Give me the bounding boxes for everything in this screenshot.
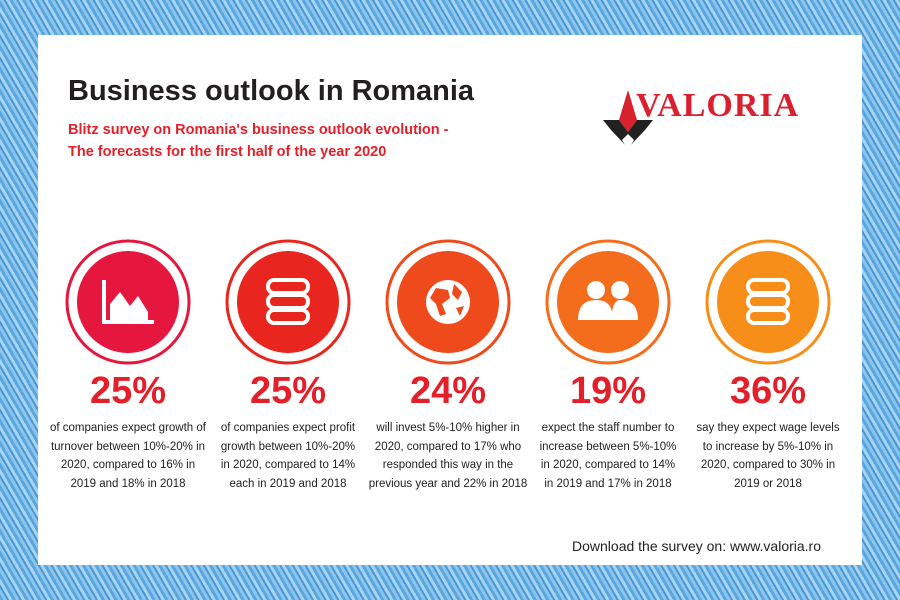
stat-description: expect the staff number to bbox=[541, 422, 675, 434]
stat-description: in 2020, compared to 14% bbox=[540, 459, 676, 471]
logo-mark bbox=[603, 90, 653, 150]
stat-icon bbox=[545, 239, 671, 365]
stat-description: will invest 5%-10% higher in bbox=[376, 422, 520, 434]
icon-disc bbox=[237, 251, 339, 353]
stat-value: 25% bbox=[249, 370, 327, 412]
icon-part bbox=[430, 284, 464, 316]
icon-ring bbox=[385, 239, 511, 365]
title: Business outlook in Romania bbox=[68, 75, 475, 107]
icon-ring bbox=[705, 239, 831, 365]
stat-description: turnover between 10%-20% in bbox=[50, 440, 206, 453]
icon-disc bbox=[77, 251, 179, 353]
stat-value: 25% bbox=[89, 370, 167, 412]
stat-icon bbox=[225, 239, 351, 365]
stat-description: to increase by 5%-10% in bbox=[702, 440, 834, 453]
logo-text: VALORIA bbox=[636, 87, 800, 124]
stat-description: 2019 and 18% in 2018 bbox=[70, 477, 186, 490]
icon-part bbox=[578, 300, 638, 320]
icon-disc bbox=[717, 251, 819, 353]
stat-description: 2020, compared to 17% who bbox=[374, 440, 522, 453]
stat-description: 2020, compared to 16% in bbox=[60, 459, 196, 471]
stat-value: 24% bbox=[409, 370, 487, 412]
stat-description: in 2020, compared to 14% bbox=[220, 459, 356, 471]
stat-description: growth between 10%-20% bbox=[220, 440, 356, 453]
icon-disc bbox=[557, 251, 659, 353]
stat-description: in 2019 and 17% in 2018 bbox=[544, 477, 672, 490]
stat-description: previous year and 22% in 2018 bbox=[368, 477, 528, 490]
icon-part bbox=[587, 281, 605, 299]
graphics bbox=[65, 90, 831, 365]
stat-value: 36% bbox=[729, 370, 807, 412]
footer: Download the survey on: www.valoria.ro bbox=[572, 538, 822, 554]
icon-part bbox=[110, 292, 148, 320]
stat-icon bbox=[385, 239, 511, 365]
icon-ring bbox=[225, 239, 351, 365]
icon-part bbox=[266, 308, 310, 325]
icon-part bbox=[102, 280, 154, 324]
stat-icon bbox=[65, 239, 191, 365]
stat-description: 2020, compared to 30% in bbox=[700, 459, 836, 471]
card: Business outlook in Romania Blitz survey… bbox=[38, 35, 862, 565]
stat-icon bbox=[705, 239, 831, 365]
stat-description: increase between 5%-10% bbox=[539, 440, 677, 453]
icon-part bbox=[611, 281, 629, 299]
icon-part bbox=[426, 280, 470, 324]
stat-value: 19% bbox=[569, 370, 647, 412]
subtitle: The forecasts for the first half of the … bbox=[68, 144, 387, 160]
stat-description: of companies expect growth of bbox=[50, 422, 206, 434]
icon-part bbox=[746, 308, 790, 325]
icon-ring bbox=[65, 239, 191, 365]
stat-description: 2019 or 2018 bbox=[734, 477, 802, 490]
subtitle: Blitz survey on Romania's business outlo… bbox=[68, 122, 449, 138]
stat-description: of companies expect profit bbox=[220, 422, 356, 434]
stat-description: say they expect wage levels bbox=[696, 422, 840, 434]
stat-description: each in 2019 and 2018 bbox=[229, 477, 347, 490]
stat-description: responded this way in the bbox=[382, 459, 514, 471]
icon-ring bbox=[545, 239, 671, 365]
